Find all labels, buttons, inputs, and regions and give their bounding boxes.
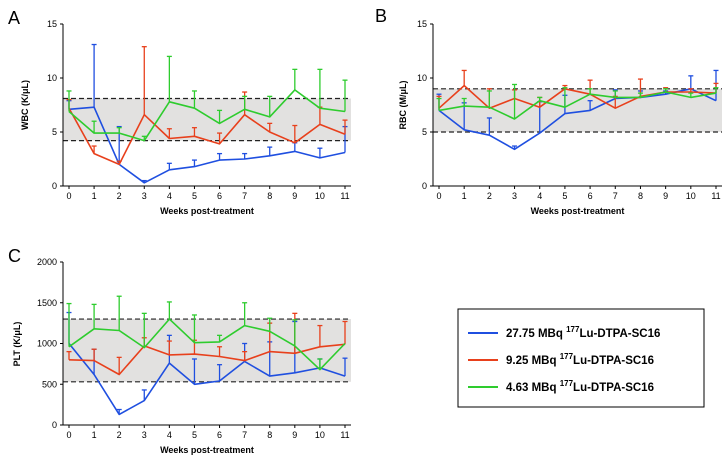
x-tick-label: 8	[638, 191, 643, 201]
panel-letter: A	[8, 8, 20, 28]
legend-label: 4.63 MBq 177Lu-DTPA-SC16	[506, 379, 654, 394]
x-tick-label: 10	[315, 191, 325, 201]
x-tick-label: 11	[340, 191, 349, 201]
legend-label: 27.75 MBq 177Lu-DTPA-SC16	[506, 325, 660, 340]
legend-entry: 27.75 MBq 177Lu-DTPA-SC16	[468, 325, 660, 340]
x-tick-label: 1	[462, 191, 467, 201]
legend-label: 9.25 MBq 177Lu-DTPA-SC16	[506, 352, 654, 367]
x-axis-title: Weeks post-treatment	[160, 445, 254, 455]
x-tick-label: 5	[562, 191, 567, 201]
normal-range-band	[433, 88, 722, 132]
legend-frame	[457, 308, 705, 408]
x-tick-label: 11	[711, 191, 720, 201]
y-tick-label: 1000	[37, 339, 57, 349]
x-tick-label: 4	[167, 430, 172, 440]
y-tick-label: 500	[42, 379, 57, 389]
y-axis-title: PLT (K/μL)	[12, 322, 22, 367]
x-tick-label: 3	[142, 430, 147, 440]
x-tick-label: 4	[537, 191, 542, 201]
x-tick-label: 6	[217, 430, 222, 440]
y-axis-title: WBC (K/μL)	[20, 80, 30, 130]
series-3	[66, 55, 348, 142]
y-tick-label: 2000	[37, 257, 57, 267]
x-tick-label: 9	[292, 430, 297, 440]
x-tick-label: 0	[66, 430, 71, 440]
series-line	[68, 107, 346, 166]
y-tick-label: 10	[47, 73, 57, 83]
legend-entry: 9.25 MBq 177Lu-DTPA-SC16	[468, 352, 654, 367]
x-tick-label: 3	[512, 191, 517, 201]
x-axis-title: Weeks post-treatment	[531, 206, 625, 216]
x-tick-label: 10	[315, 430, 325, 440]
series-line	[438, 91, 717, 120]
legend: 27.75 MBq 177Lu-DTPA-SC16 9.25 MBq 177Lu-…	[457, 308, 705, 408]
x-tick-label: 10	[686, 191, 696, 201]
series-line	[68, 89, 346, 142]
x-tick-label: 8	[267, 430, 272, 440]
series-line	[68, 318, 346, 371]
y-tick-label: 0	[422, 181, 427, 191]
y-tick-label: 5	[52, 127, 57, 137]
x-tick-label: 0	[436, 191, 441, 201]
series-3	[66, 295, 346, 371]
y-tick-label: 0	[52, 181, 57, 191]
x-tick-label: 7	[242, 430, 247, 440]
x-tick-label: 6	[588, 191, 593, 201]
x-tick-label: 2	[117, 430, 122, 440]
x-tick-label: 5	[192, 191, 197, 201]
series-line	[68, 343, 346, 376]
x-tick-label: 2	[117, 191, 122, 201]
series-line	[438, 84, 717, 109]
x-tick-label: 5	[192, 430, 197, 440]
x-tick-label: 1	[92, 430, 97, 440]
y-tick-label: 0	[52, 420, 57, 430]
x-tick-label: 8	[267, 191, 272, 201]
y-tick-label: 15	[47, 19, 57, 29]
x-tick-label: 7	[242, 191, 247, 201]
x-tick-label: 11	[340, 430, 349, 440]
y-tick-label: 1500	[37, 298, 57, 308]
chart-panel-c: C 0 500 1000 1500 2000 0 1 2 3 4 5 6 7 8 9 10 11 Weeks pos…	[8, 246, 351, 455]
x-tick-label: 6	[217, 191, 222, 201]
panel-letter: B	[375, 6, 387, 26]
chart-panel-a: A 0 5 10 15 0 1 2 3 4 5 6 7 8 9 10 11 Weeks post-treatmen…	[8, 8, 351, 216]
x-tick-label: 2	[487, 191, 492, 201]
x-axis-title: Weeks post-treatment	[160, 206, 254, 216]
x-tick-label: 4	[167, 191, 172, 201]
x-tick-label: 1	[92, 191, 97, 201]
series-line	[68, 106, 346, 184]
y-tick-label: 5	[422, 127, 427, 137]
y-tick-label: 10	[417, 73, 427, 83]
x-tick-label: 9	[292, 191, 297, 201]
x-tick-label: 9	[663, 191, 668, 201]
x-tick-label: 3	[142, 191, 147, 201]
series-2	[66, 46, 348, 166]
legend-entry: 4.63 MBq 177Lu-DTPA-SC16	[468, 379, 654, 394]
x-tick-label: 7	[613, 191, 618, 201]
panel-letter: C	[8, 246, 21, 266]
chart-panel-b: B 0 5 10 15 0 1 2 3 4 5 6 7 8 9 10 11 Weeks post-treatmen…	[375, 6, 722, 216]
series-line	[68, 342, 346, 416]
series-3	[436, 83, 719, 120]
y-axis-title: RBC (M/μL)	[398, 81, 408, 130]
y-tick-label: 15	[417, 19, 427, 29]
x-tick-label: 0	[66, 191, 71, 201]
